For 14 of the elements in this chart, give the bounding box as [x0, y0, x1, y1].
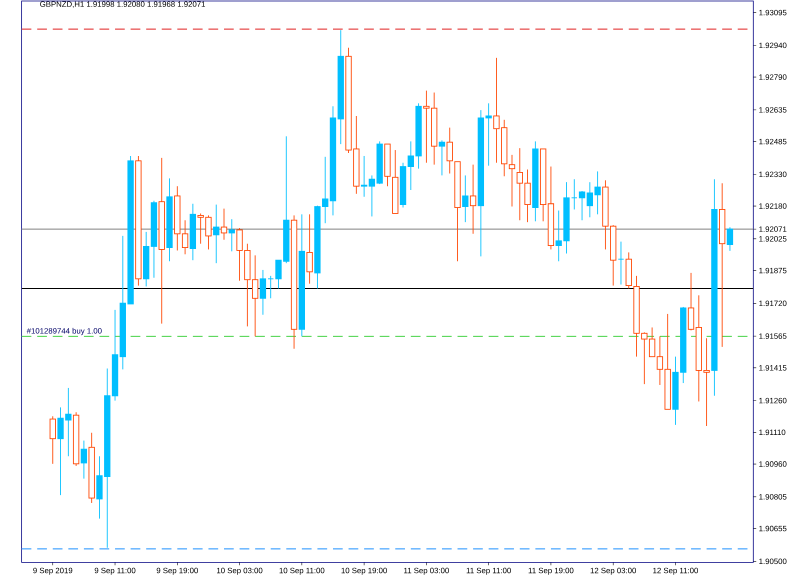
candlestick	[726, 226, 734, 252]
candlestick	[462, 175, 468, 223]
candlestick	[220, 208, 228, 240]
candlestick	[213, 204, 220, 264]
candlestick	[80, 440, 88, 480]
candlestick	[260, 270, 266, 316]
candlestick	[268, 276, 274, 299]
candlestick	[50, 416, 56, 464]
candlestick	[228, 218, 235, 252]
candlestick	[508, 154, 516, 208]
candlestick	[618, 241, 624, 286]
candlestick	[306, 214, 313, 284]
candlestick	[470, 164, 476, 234]
candlestick	[571, 178, 578, 210]
